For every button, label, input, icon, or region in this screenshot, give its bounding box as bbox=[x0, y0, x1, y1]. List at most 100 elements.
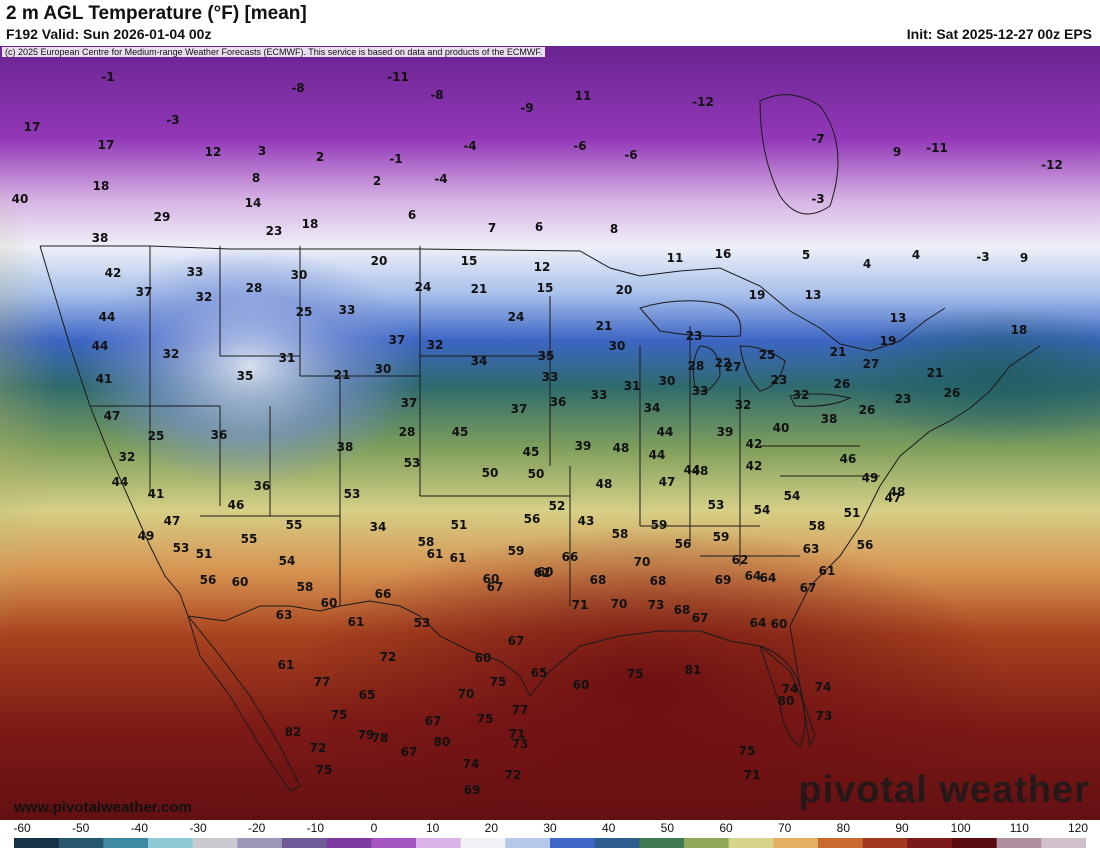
temperature-value: 34 bbox=[644, 401, 661, 415]
colorbar-tick-label: -10 bbox=[306, 821, 324, 835]
temperature-value: 51 bbox=[196, 547, 213, 561]
gulf-warm-shading bbox=[290, 526, 1010, 820]
temperature-value: 30 bbox=[375, 362, 392, 376]
temperature-value: 6 bbox=[408, 208, 416, 222]
colorbar-segment bbox=[594, 838, 640, 848]
temperature-value: 32 bbox=[427, 338, 444, 352]
temperature-value: 8 bbox=[610, 222, 618, 236]
state-lines-1 bbox=[149, 246, 571, 606]
temperature-value: 58 bbox=[297, 580, 314, 594]
temperature-value: 4 bbox=[912, 248, 920, 262]
temperature-value: 2 bbox=[316, 150, 324, 164]
temperature-value: -3 bbox=[976, 250, 989, 264]
temperature-value: 51 bbox=[451, 518, 468, 532]
colorbar-segment bbox=[326, 838, 372, 848]
temperature-value: 70 bbox=[611, 597, 628, 611]
temperature-value: 40 bbox=[12, 192, 29, 206]
temperature-value: 41 bbox=[148, 487, 165, 501]
colorbar-segment bbox=[996, 838, 1042, 848]
temperature-map[interactable]: -1 -3 -8 -11 -8 -9 11 -12 17 17 12 3 -1 2 -4 -6 -6 -7 -11 1… bbox=[0, 46, 1100, 820]
colorbar-segment bbox=[862, 838, 908, 848]
temperature-value: 45 bbox=[452, 425, 469, 439]
temperature-value: 63 bbox=[276, 608, 293, 622]
temperature-value: 20 bbox=[616, 283, 633, 297]
temperature-value: 75 bbox=[627, 667, 644, 681]
temperature-value: 61 bbox=[427, 547, 444, 561]
temperature-value: -12 bbox=[692, 95, 714, 109]
temperature-value: 8 bbox=[252, 171, 260, 185]
colorbar-segment bbox=[14, 838, 60, 848]
temperature-value: 30 bbox=[659, 374, 676, 388]
temperature-value: 55 bbox=[286, 518, 303, 532]
us-mexico-border bbox=[187, 600, 531, 697]
init-time: Init: Sat 2025-12-27 00z EPS bbox=[906, 26, 1092, 42]
temperature-value: 25 bbox=[296, 305, 313, 319]
temperature-value: 54 bbox=[279, 554, 296, 568]
temperature-value: 33 bbox=[591, 388, 608, 402]
colorbar-segment bbox=[237, 838, 283, 848]
temperature-value: 64 bbox=[760, 571, 777, 585]
temperature-value: 58 bbox=[418, 535, 435, 549]
colorbar-segment bbox=[907, 838, 953, 848]
temperature-value: 53 bbox=[404, 456, 421, 470]
temperature-value: 68 bbox=[590, 573, 607, 587]
temperature-value: 28 bbox=[246, 281, 263, 295]
temperature-value: 52 bbox=[549, 499, 566, 513]
temperature-value: 72 bbox=[310, 741, 327, 755]
temperature-value: 24 bbox=[415, 280, 432, 294]
temperature-value: 43 bbox=[578, 514, 595, 528]
temperature-value: 37 bbox=[511, 402, 528, 416]
temperature-value: 73 bbox=[816, 709, 833, 723]
temperature-value: 51 bbox=[844, 506, 861, 520]
temperature-value: 13 bbox=[805, 288, 822, 302]
great-lakes bbox=[639, 300, 852, 407]
temperature-value: 46 bbox=[840, 452, 857, 466]
temperature-value: 69 bbox=[715, 573, 732, 587]
temperature-value: 49 bbox=[862, 471, 879, 485]
temperature-value: -7 bbox=[811, 132, 824, 146]
temperature-value: 48 bbox=[692, 464, 709, 478]
west-coast bbox=[39, 245, 189, 617]
website-link[interactable]: www.pivotalweather.com bbox=[14, 799, 192, 816]
colorbar bbox=[14, 838, 1086, 848]
temperature-value: -3 bbox=[811, 192, 824, 206]
temperature-value: 54 bbox=[754, 503, 771, 517]
colorbar-segment bbox=[728, 838, 774, 848]
gulf-coast bbox=[529, 630, 816, 747]
temperature-value: 67 bbox=[425, 714, 442, 728]
temperature-value: 53 bbox=[414, 616, 431, 630]
colorbar-segment bbox=[550, 838, 596, 848]
temperature-value: 44 bbox=[112, 475, 129, 489]
temperature-value: 71 bbox=[509, 727, 526, 741]
temperature-value: 16 bbox=[715, 247, 732, 261]
temperature-value: 61 bbox=[819, 564, 836, 578]
temperature-value: 30 bbox=[291, 268, 308, 282]
temperature-value: 21 bbox=[830, 345, 847, 359]
temperature-value: -11 bbox=[926, 141, 948, 155]
temperature-value: 48 bbox=[889, 485, 906, 499]
temperature-value: 44 bbox=[649, 448, 666, 462]
temperature-value: 72 bbox=[505, 768, 522, 782]
temperature-value: 3 bbox=[258, 144, 266, 158]
temperature-value: 32 bbox=[196, 290, 213, 304]
temperature-value: 80 bbox=[778, 694, 795, 708]
temperature-value: 50 bbox=[482, 466, 499, 480]
valid-time: F192 Valid: Sun 2026-01-04 00z bbox=[6, 26, 212, 42]
temperature-value: 77 bbox=[512, 703, 529, 717]
temperature-value: 15 bbox=[461, 254, 478, 268]
temperature-value: 47 bbox=[164, 514, 181, 528]
temperature-value: 20 bbox=[371, 254, 388, 268]
colorbar-segment bbox=[460, 838, 506, 848]
temperature-value: 56 bbox=[200, 573, 217, 587]
colorbar-segment bbox=[103, 838, 149, 848]
temperature-value: 37 bbox=[389, 333, 406, 347]
temperature-value: 56 bbox=[524, 512, 541, 526]
temperature-value: 73 bbox=[512, 737, 529, 751]
temperature-value: 33 bbox=[542, 370, 559, 384]
colorbar-tick-label: 90 bbox=[895, 821, 909, 835]
temperature-value: 18 bbox=[302, 217, 319, 231]
temperature-value: 55 bbox=[241, 532, 258, 546]
temperature-value: 70 bbox=[634, 555, 651, 569]
